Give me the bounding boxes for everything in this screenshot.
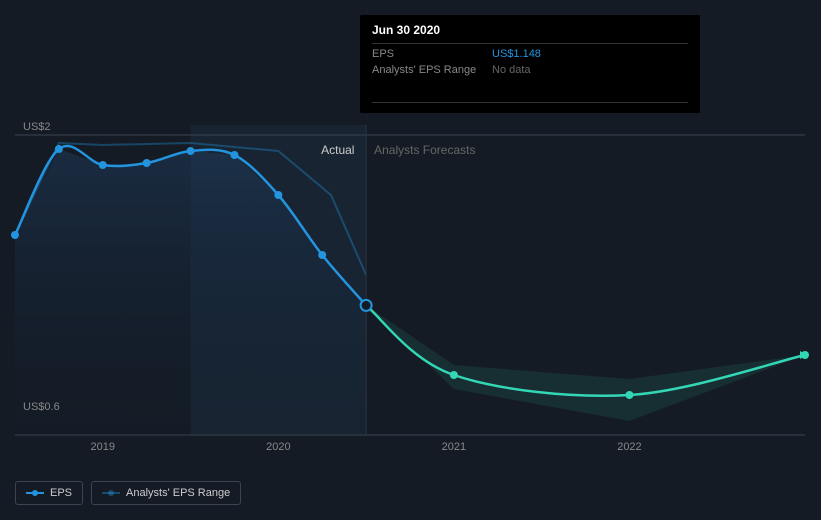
tooltip-divider [372, 43, 688, 44]
x-axis-tick: 2019 [91, 441, 115, 453]
x-axis-tick: 2021 [442, 441, 466, 453]
chart-tooltip: Jun 30 2020 EPSUS$1.148Analysts' EPS Ran… [360, 15, 700, 113]
tooltip-date: Jun 30 2020 [372, 23, 688, 37]
y-axis-label: US$2 [23, 121, 51, 133]
forecast-region-label: Analysts Forecasts [374, 143, 475, 157]
chart-legend: EPS Analysts' EPS Range [15, 481, 241, 505]
chart-svg [15, 125, 805, 435]
tooltip-row-label: EPS [372, 48, 492, 60]
tooltip-row-value: No data [492, 64, 531, 76]
tooltip-row-value: US$1.148 [492, 48, 541, 60]
eps-chart-container: Jun 30 2020 EPSUS$1.148Analysts' EPS Ran… [15, 15, 805, 505]
tooltip-divider [372, 102, 688, 103]
x-axis-tick: 2020 [266, 441, 290, 453]
actual-region-label: Actual [321, 143, 354, 157]
legend-label: EPS [50, 487, 72, 499]
tooltip-row: EPSUS$1.148 [372, 46, 688, 62]
legend-item-range[interactable]: Analysts' EPS Range [91, 481, 241, 505]
plot-area[interactable]: US$2US$0.6 Actual Analysts Forecasts 201… [15, 125, 805, 455]
legend-swatch-icon [102, 488, 120, 498]
x-axis: 2019 2020 2021 2022 [15, 441, 805, 461]
legend-swatch-icon [26, 488, 44, 498]
tooltip-row: Analysts' EPS RangeNo data [372, 62, 688, 78]
tooltip-row-label: Analysts' EPS Range [372, 64, 492, 76]
y-axis-label: US$0.6 [23, 401, 60, 413]
legend-label: Analysts' EPS Range [126, 487, 230, 499]
legend-item-eps[interactable]: EPS [15, 481, 83, 505]
x-axis-tick: 2022 [617, 441, 641, 453]
